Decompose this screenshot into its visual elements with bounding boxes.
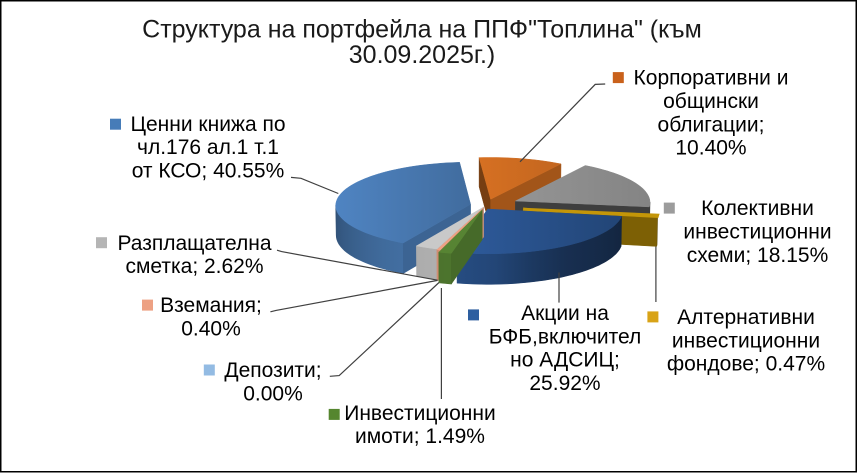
svg-text:облигации;: облигации; <box>658 113 765 136</box>
svg-text:10.40%: 10.40% <box>675 137 746 160</box>
svg-text:схеми; 18.15%: схеми; 18.15% <box>687 244 829 267</box>
svg-text:инвестиционни: инвестиционни <box>672 329 820 352</box>
svg-text:Структура на портфейла на ППФ": Структура на портфейла на ППФ"Топлина" (… <box>142 16 702 44</box>
svg-text:0.00%: 0.00% <box>243 382 303 405</box>
svg-text:Ценни книжа по: Ценни книжа по <box>130 113 285 136</box>
svg-text:Инвестиционни: Инвестиционни <box>344 402 496 425</box>
svg-text:Разплащателна: Разплащателна <box>117 232 271 255</box>
svg-text:сметка; 2.62%: сметка; 2.62% <box>125 255 263 278</box>
svg-text:общински: общински <box>663 90 759 113</box>
svg-text:Алтернативни: Алтернативни <box>677 306 815 329</box>
svg-text:инвестиционни: инвестиционни <box>683 221 831 244</box>
svg-text:от КСО; 40.55%: от КСО; 40.55% <box>132 159 285 182</box>
svg-text:Колективни: Колективни <box>701 197 814 220</box>
svg-text:чл.176 ал.1 т.1: чл.176 ал.1 т.1 <box>137 136 279 159</box>
svg-text:30.09.2025г.): 30.09.2025г.) <box>349 41 495 69</box>
svg-text:БФБ,включител: БФБ,включител <box>489 325 642 348</box>
svg-text:Акции на: Акции на <box>521 302 609 325</box>
svg-text:Депозити;: Депозити; <box>224 359 321 382</box>
svg-text:Корпоративни и: Корпоративни и <box>634 67 789 90</box>
svg-text:25.92%: 25.92% <box>529 372 600 395</box>
svg-text:фондове; 0.47%: фондове; 0.47% <box>667 353 825 376</box>
svg-text:0.40%: 0.40% <box>181 318 241 341</box>
svg-text:имоти; 1.49%: имоти; 1.49% <box>355 425 485 448</box>
svg-text:но АДСИЦ;: но АДСИЦ; <box>510 349 620 372</box>
svg-text:Вземания;: Вземания; <box>160 294 262 317</box>
